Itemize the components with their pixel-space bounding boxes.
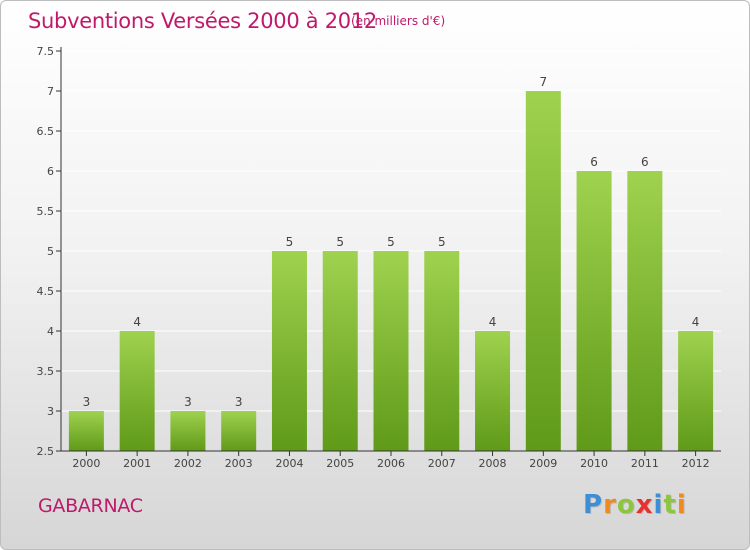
bar <box>221 411 257 451</box>
bar <box>525 91 561 451</box>
bar <box>170 411 206 451</box>
bar <box>271 251 307 451</box>
bar <box>576 171 612 451</box>
x-tick-label: 2006 <box>377 457 405 470</box>
x-tick-label: 2004 <box>275 457 303 470</box>
axes <box>56 47 721 456</box>
x-tick-label: 2005 <box>326 457 354 470</box>
bar <box>119 331 155 451</box>
bar-value-label: 5 <box>336 235 344 249</box>
logo-letter: i <box>653 490 664 520</box>
bar <box>475 331 511 451</box>
x-tick-label: 2003 <box>225 457 253 470</box>
bar-value-label: 6 <box>590 155 598 169</box>
x-tick-label: 2008 <box>479 457 507 470</box>
bar-value-label: 5 <box>286 235 294 249</box>
chart-title: Subventions Versées 2000 à 2012 <box>28 9 377 33</box>
labels: 2.5 3 3.5 4 4.5 5 5.5 6 6.5 7 7.5 3 2000 4 2001 3 2002 3 2… <box>37 45 710 470</box>
y-tick-label: 7.5 <box>37 45 55 58</box>
y-tick-label: 3.5 <box>37 365 55 378</box>
logo-letter: i <box>676 490 687 520</box>
bar-value-label: 3 <box>184 395 192 409</box>
y-tick-label: 6.5 <box>37 125 55 138</box>
x-tick-label: 2010 <box>580 457 608 470</box>
logo-letter: o <box>616 490 636 520</box>
bar-value-label: 7 <box>539 75 547 89</box>
bar-value-label: 3 <box>235 395 243 409</box>
bar-value-label: 4 <box>133 315 141 329</box>
bar-value-label: 6 <box>641 155 649 169</box>
x-tick-label: 2012 <box>682 457 710 470</box>
unit-note: (en milliers d'€) <box>351 14 446 28</box>
x-tick-label: 2007 <box>428 457 456 470</box>
proxiti-logo: Proxiti <box>583 490 687 520</box>
logo-letter: x <box>635 490 654 520</box>
y-tick-label: 3 <box>47 405 54 418</box>
bar-value-label: 4 <box>692 315 700 329</box>
bar-value-label: 5 <box>387 235 395 249</box>
x-tick-label: 2000 <box>72 457 100 470</box>
x-tick-label: 2002 <box>174 457 202 470</box>
bar <box>627 171 663 451</box>
y-tick-label: 7 <box>47 85 54 98</box>
x-tick-label: 2011 <box>631 457 659 470</box>
x-tick-label: 2009 <box>529 457 557 470</box>
commune-name: GABARNAC <box>38 495 143 517</box>
bar-value-label: 4 <box>489 315 497 329</box>
bar <box>68 411 104 451</box>
bars <box>68 91 714 451</box>
y-tick-label: 6 <box>47 165 54 178</box>
y-tick-label: 5 <box>47 245 54 258</box>
bar-value-label: 5 <box>438 235 446 249</box>
logo-letter: t <box>663 490 677 520</box>
y-tick-label: 5.5 <box>37 205 55 218</box>
bar-value-label: 3 <box>83 395 91 409</box>
y-tick-label: 4 <box>47 325 54 338</box>
bar <box>678 331 714 451</box>
bar <box>424 251 460 451</box>
y-tick-label: 2.5 <box>37 445 55 458</box>
x-tick-label: 2001 <box>123 457 151 470</box>
bar <box>373 251 409 451</box>
bar <box>322 251 358 451</box>
y-tick-label: 4.5 <box>37 285 55 298</box>
logo-letter: r <box>603 490 617 520</box>
logo-letter: P <box>583 490 604 520</box>
